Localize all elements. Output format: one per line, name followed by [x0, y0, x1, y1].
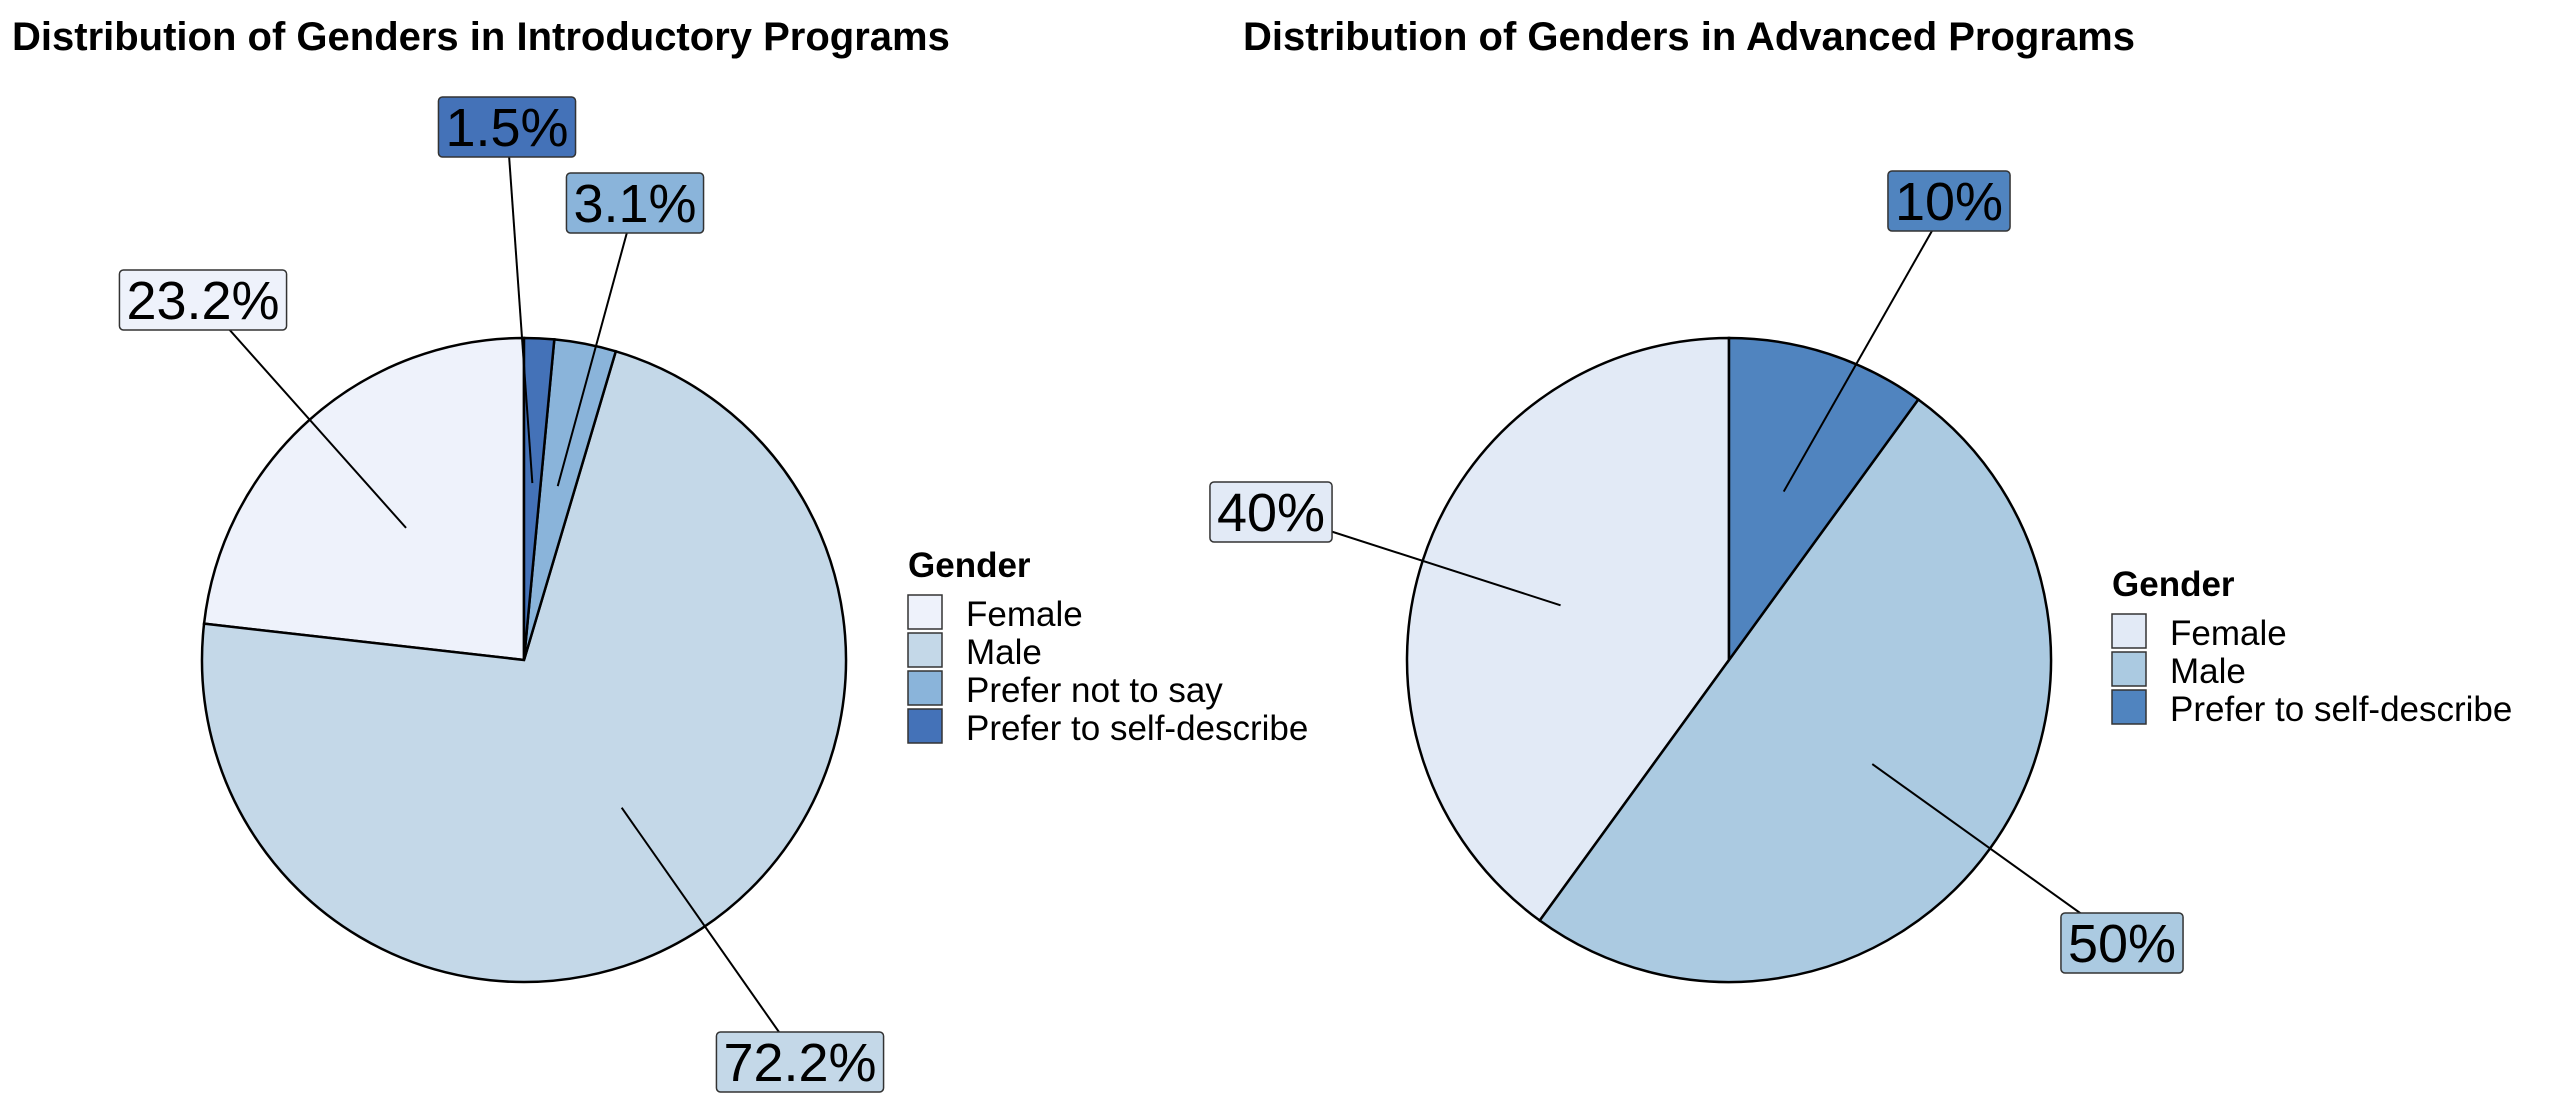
pie-slice-female	[202, 336, 526, 662]
data-label-text: 23.2%	[126, 271, 279, 331]
pie-slice-male	[200, 349, 848, 984]
data-label-box	[118, 269, 288, 331]
data-label-text: 3.1%	[573, 174, 696, 234]
data-label-box	[1887, 170, 2011, 232]
legend-item-male: Male	[2111, 651, 2246, 691]
data-label-text: 1.5%	[445, 98, 568, 158]
legend-swatch	[907, 670, 943, 706]
leader-line-prefer-to-self-describe	[506, 126, 534, 484]
legend-label: Female	[2170, 614, 2287, 653]
legend-item-female: Female	[907, 594, 1083, 634]
legend-label: Male	[2170, 652, 2246, 691]
data-label-text: 50%	[2068, 914, 2176, 974]
slice-labels: 23.2% 72.2% 3.1%1.5%	[118, 96, 885, 1093]
pie-panel-introductory: Distribution of Genders in Introductory …	[12, 15, 1308, 1093]
leader-line-male	[620, 807, 801, 1063]
data-label-prefer-not-to-say: 3.1%	[565, 172, 705, 234]
data-label-text: 40%	[1217, 483, 1325, 543]
data-label-box	[1209, 481, 1333, 543]
legend-item-female: Female	[2111, 613, 2287, 653]
legend-label: Prefer to self-describe	[2170, 690, 2512, 729]
legend-label: Female	[966, 595, 1083, 634]
data-label-text: 72.2%	[723, 1033, 876, 1093]
legend-swatch	[2111, 651, 2147, 687]
data-label-box	[565, 172, 705, 234]
pie-slice-prefer-to-self-describe	[522, 336, 556, 661]
legend-item-male: Male	[907, 632, 1042, 672]
data-label-box	[715, 1031, 885, 1093]
chart-title-introductory: Distribution of Genders in Introductory …	[12, 15, 950, 59]
legend-label: Male	[966, 633, 1042, 672]
legend-label: Prefer not to say	[966, 671, 1223, 710]
legend-swatch	[2111, 613, 2147, 649]
data-label-box	[2060, 912, 2184, 974]
data-label-male: 50%	[2060, 912, 2184, 974]
leader-line-prefer-to-self-describe	[1782, 200, 1950, 493]
chart-title-advanced: Distribution of Genders in Advanced Prog…	[1243, 15, 2135, 59]
slice-labels: 40% 50% 10%	[1209, 170, 2184, 974]
legend-swatch	[907, 632, 943, 668]
pie-panel-advanced: Distribution of Genders in Advanced Prog…	[1209, 15, 2512, 984]
legend-title: Gender	[2112, 565, 2235, 604]
label-leaders	[202, 126, 801, 1063]
pie-slices	[200, 336, 848, 984]
pie-slice-prefer-to-self-describe	[1727, 336, 1921, 664]
legend-item-prefer-to-self-describe: Prefer to self-describe	[2111, 689, 2512, 729]
data-label-male: 72.2%	[715, 1031, 885, 1093]
data-label-prefer-to-self-describe: 10%	[1887, 170, 2011, 232]
data-label-box	[437, 96, 577, 158]
legend-title: Gender	[908, 546, 1031, 585]
data-label-text: 10%	[1895, 172, 2003, 232]
data-label-prefer-to-self-describe: 1.5%	[437, 96, 577, 158]
leader-line-prefer-not-to-say	[556, 202, 636, 487]
legend-swatch	[2111, 689, 2147, 725]
legend-item-prefer-to-self-describe: Prefer to self-describe	[907, 708, 1308, 748]
data-label-female: 23.2%	[118, 269, 288, 331]
pie-slices	[1405, 336, 2053, 984]
legend-swatch	[907, 708, 943, 744]
legend-swatch	[907, 594, 943, 630]
data-label-female: 40%	[1209, 481, 1333, 543]
legend-item-prefer-not-to-say: Prefer not to say	[907, 670, 1223, 710]
legend-label: Prefer to self-describe	[966, 709, 1308, 748]
leader-line-female	[202, 299, 407, 529]
